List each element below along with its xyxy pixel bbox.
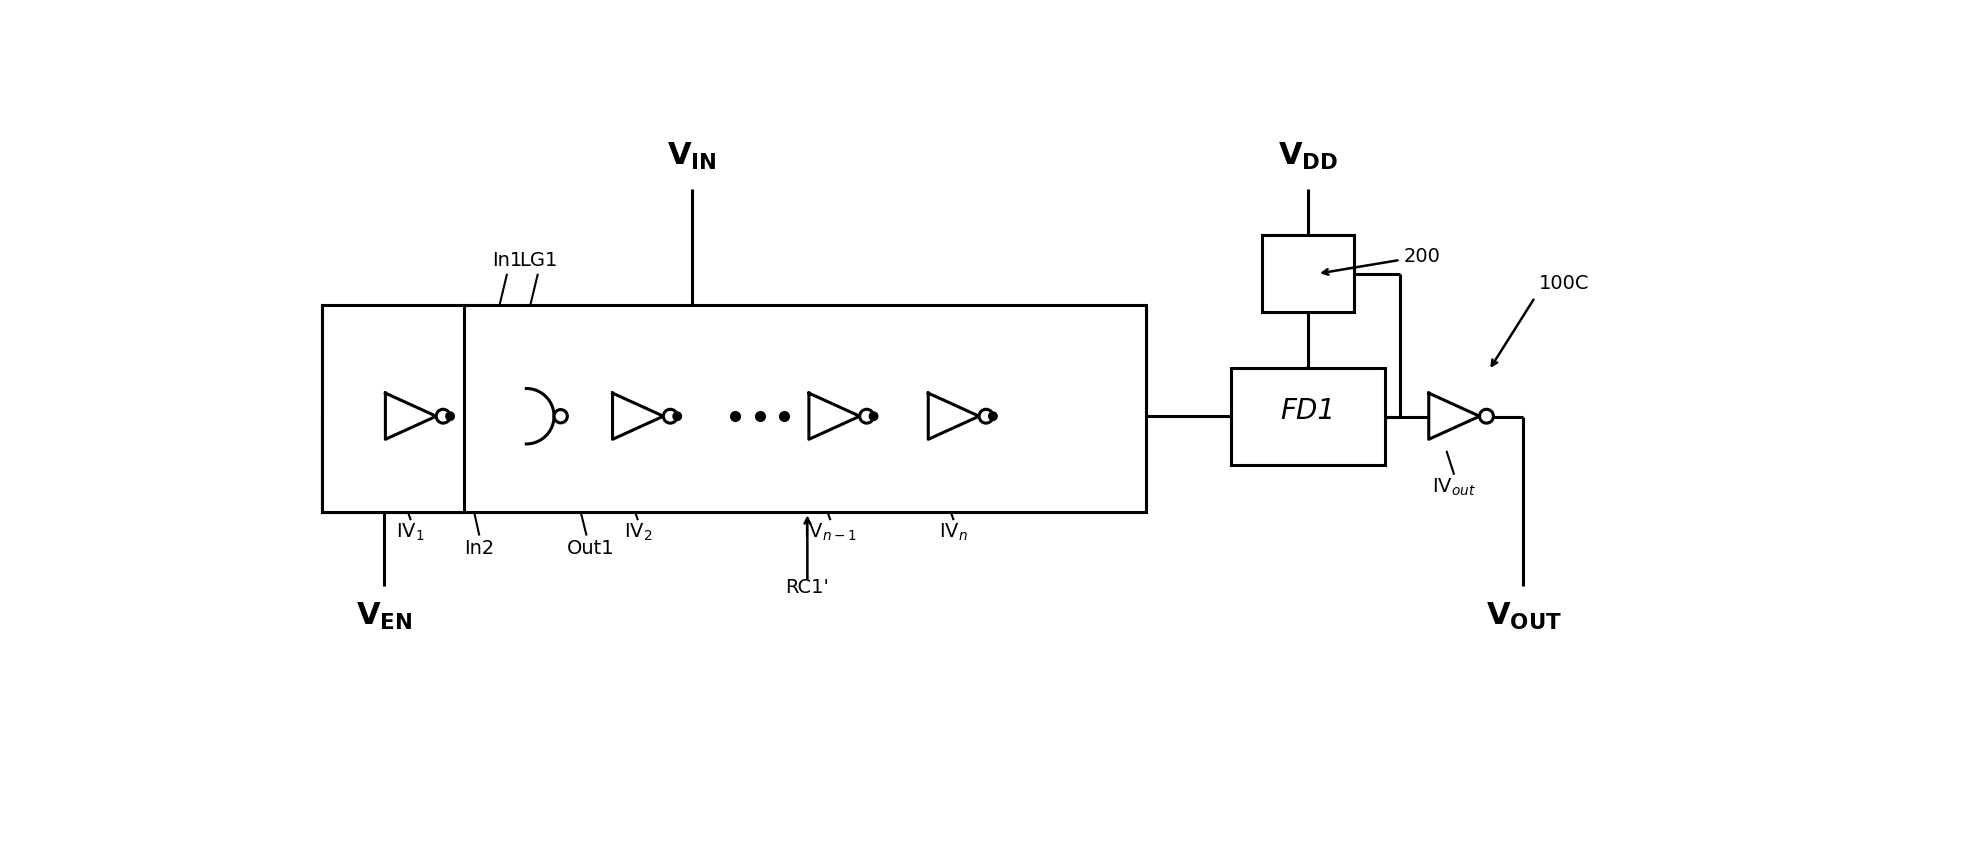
Bar xyxy=(1230,369,1385,465)
Text: Out1: Out1 xyxy=(567,539,615,559)
Text: IV$_2$: IV$_2$ xyxy=(623,522,653,543)
Text: In2: In2 xyxy=(464,539,494,559)
Circle shape xyxy=(859,409,873,423)
Circle shape xyxy=(1480,409,1494,423)
Text: $\mathbf{V}_{\mathbf{OUT}}$: $\mathbf{V}_{\mathbf{OUT}}$ xyxy=(1486,601,1561,632)
Circle shape xyxy=(978,409,992,423)
Text: 200: 200 xyxy=(1405,247,1440,267)
Text: LG1: LG1 xyxy=(518,251,558,270)
Circle shape xyxy=(436,409,450,423)
Circle shape xyxy=(554,409,567,423)
Bar xyxy=(321,305,464,512)
Text: IV$_1$: IV$_1$ xyxy=(397,522,425,543)
Text: $\mathbf{V}_{\mathbf{DD}}$: $\mathbf{V}_{\mathbf{DD}}$ xyxy=(1278,141,1337,172)
Circle shape xyxy=(446,412,454,420)
Text: 100C: 100C xyxy=(1540,274,1589,294)
Text: IV$_{n-1}$: IV$_{n-1}$ xyxy=(804,522,857,543)
Text: FD1: FD1 xyxy=(1280,398,1335,425)
Text: $\mathbf{V}_{\mathbf{IN}}$: $\mathbf{V}_{\mathbf{IN}}$ xyxy=(667,141,716,172)
Circle shape xyxy=(869,412,877,420)
Circle shape xyxy=(673,412,681,420)
Text: IV$_n$: IV$_n$ xyxy=(938,522,968,543)
Bar xyxy=(321,305,1147,512)
Circle shape xyxy=(663,409,677,423)
Text: In1: In1 xyxy=(492,251,522,270)
Bar xyxy=(1262,235,1353,312)
Circle shape xyxy=(988,412,998,420)
Text: IV$_{out}$: IV$_{out}$ xyxy=(1432,476,1476,498)
Text: RC1': RC1' xyxy=(786,578,829,597)
Text: $\mathbf{V}_{\mathbf{EN}}$: $\mathbf{V}_{\mathbf{EN}}$ xyxy=(355,601,413,632)
